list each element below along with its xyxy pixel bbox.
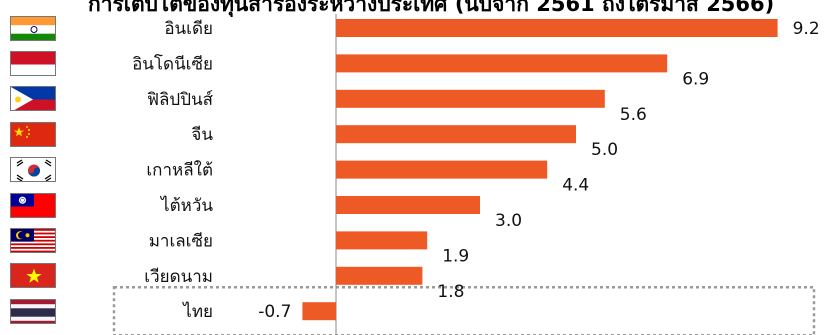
data-label: 3.0 xyxy=(495,211,522,231)
data-label: 9.2 xyxy=(793,19,820,39)
data-label: 4.4 xyxy=(562,176,589,196)
indonesia-flag xyxy=(10,50,56,76)
category-label: จีน xyxy=(191,125,213,145)
bar xyxy=(336,266,423,285)
chart-title: การเติบโตของทุนสำรองระหว่างประเทศ (นับจา… xyxy=(88,0,775,16)
taiwan-flag xyxy=(10,192,56,218)
data-label: 5.6 xyxy=(620,105,647,125)
bar xyxy=(336,54,668,73)
bar xyxy=(336,89,605,108)
philippines-flag xyxy=(10,86,56,112)
data-label: 5.0 xyxy=(591,140,618,160)
bar xyxy=(302,302,336,321)
thailand-flag xyxy=(10,298,56,324)
category-label: ฟิลิปปินส์ xyxy=(147,90,214,110)
data-label: 1.9 xyxy=(442,246,469,266)
category-label: อินเดีย xyxy=(164,19,213,39)
category-label: มาเลเซีย xyxy=(149,231,213,251)
category-label: เวียดนาม xyxy=(144,267,213,287)
category-label: ไต้หวัน xyxy=(159,195,213,216)
highlight-box xyxy=(112,285,816,335)
category-label: ไทย xyxy=(181,301,213,322)
data-label: -0.7 xyxy=(258,302,291,322)
china-flag xyxy=(10,121,56,147)
bar xyxy=(336,196,480,214)
data-label: 1.8 xyxy=(437,282,464,302)
category-label: อินโดนีเซีย xyxy=(132,53,213,74)
south-korea-flag xyxy=(10,157,56,183)
bar xyxy=(336,19,778,37)
bar xyxy=(336,125,576,144)
vietnam-flag xyxy=(10,263,56,289)
malaysia-flag xyxy=(10,227,56,253)
india-flag xyxy=(10,15,56,41)
data-label: 6.9 xyxy=(682,69,709,89)
bar xyxy=(336,231,428,250)
category-label: เกาหลีใต้ xyxy=(146,160,213,181)
bar xyxy=(336,160,548,179)
